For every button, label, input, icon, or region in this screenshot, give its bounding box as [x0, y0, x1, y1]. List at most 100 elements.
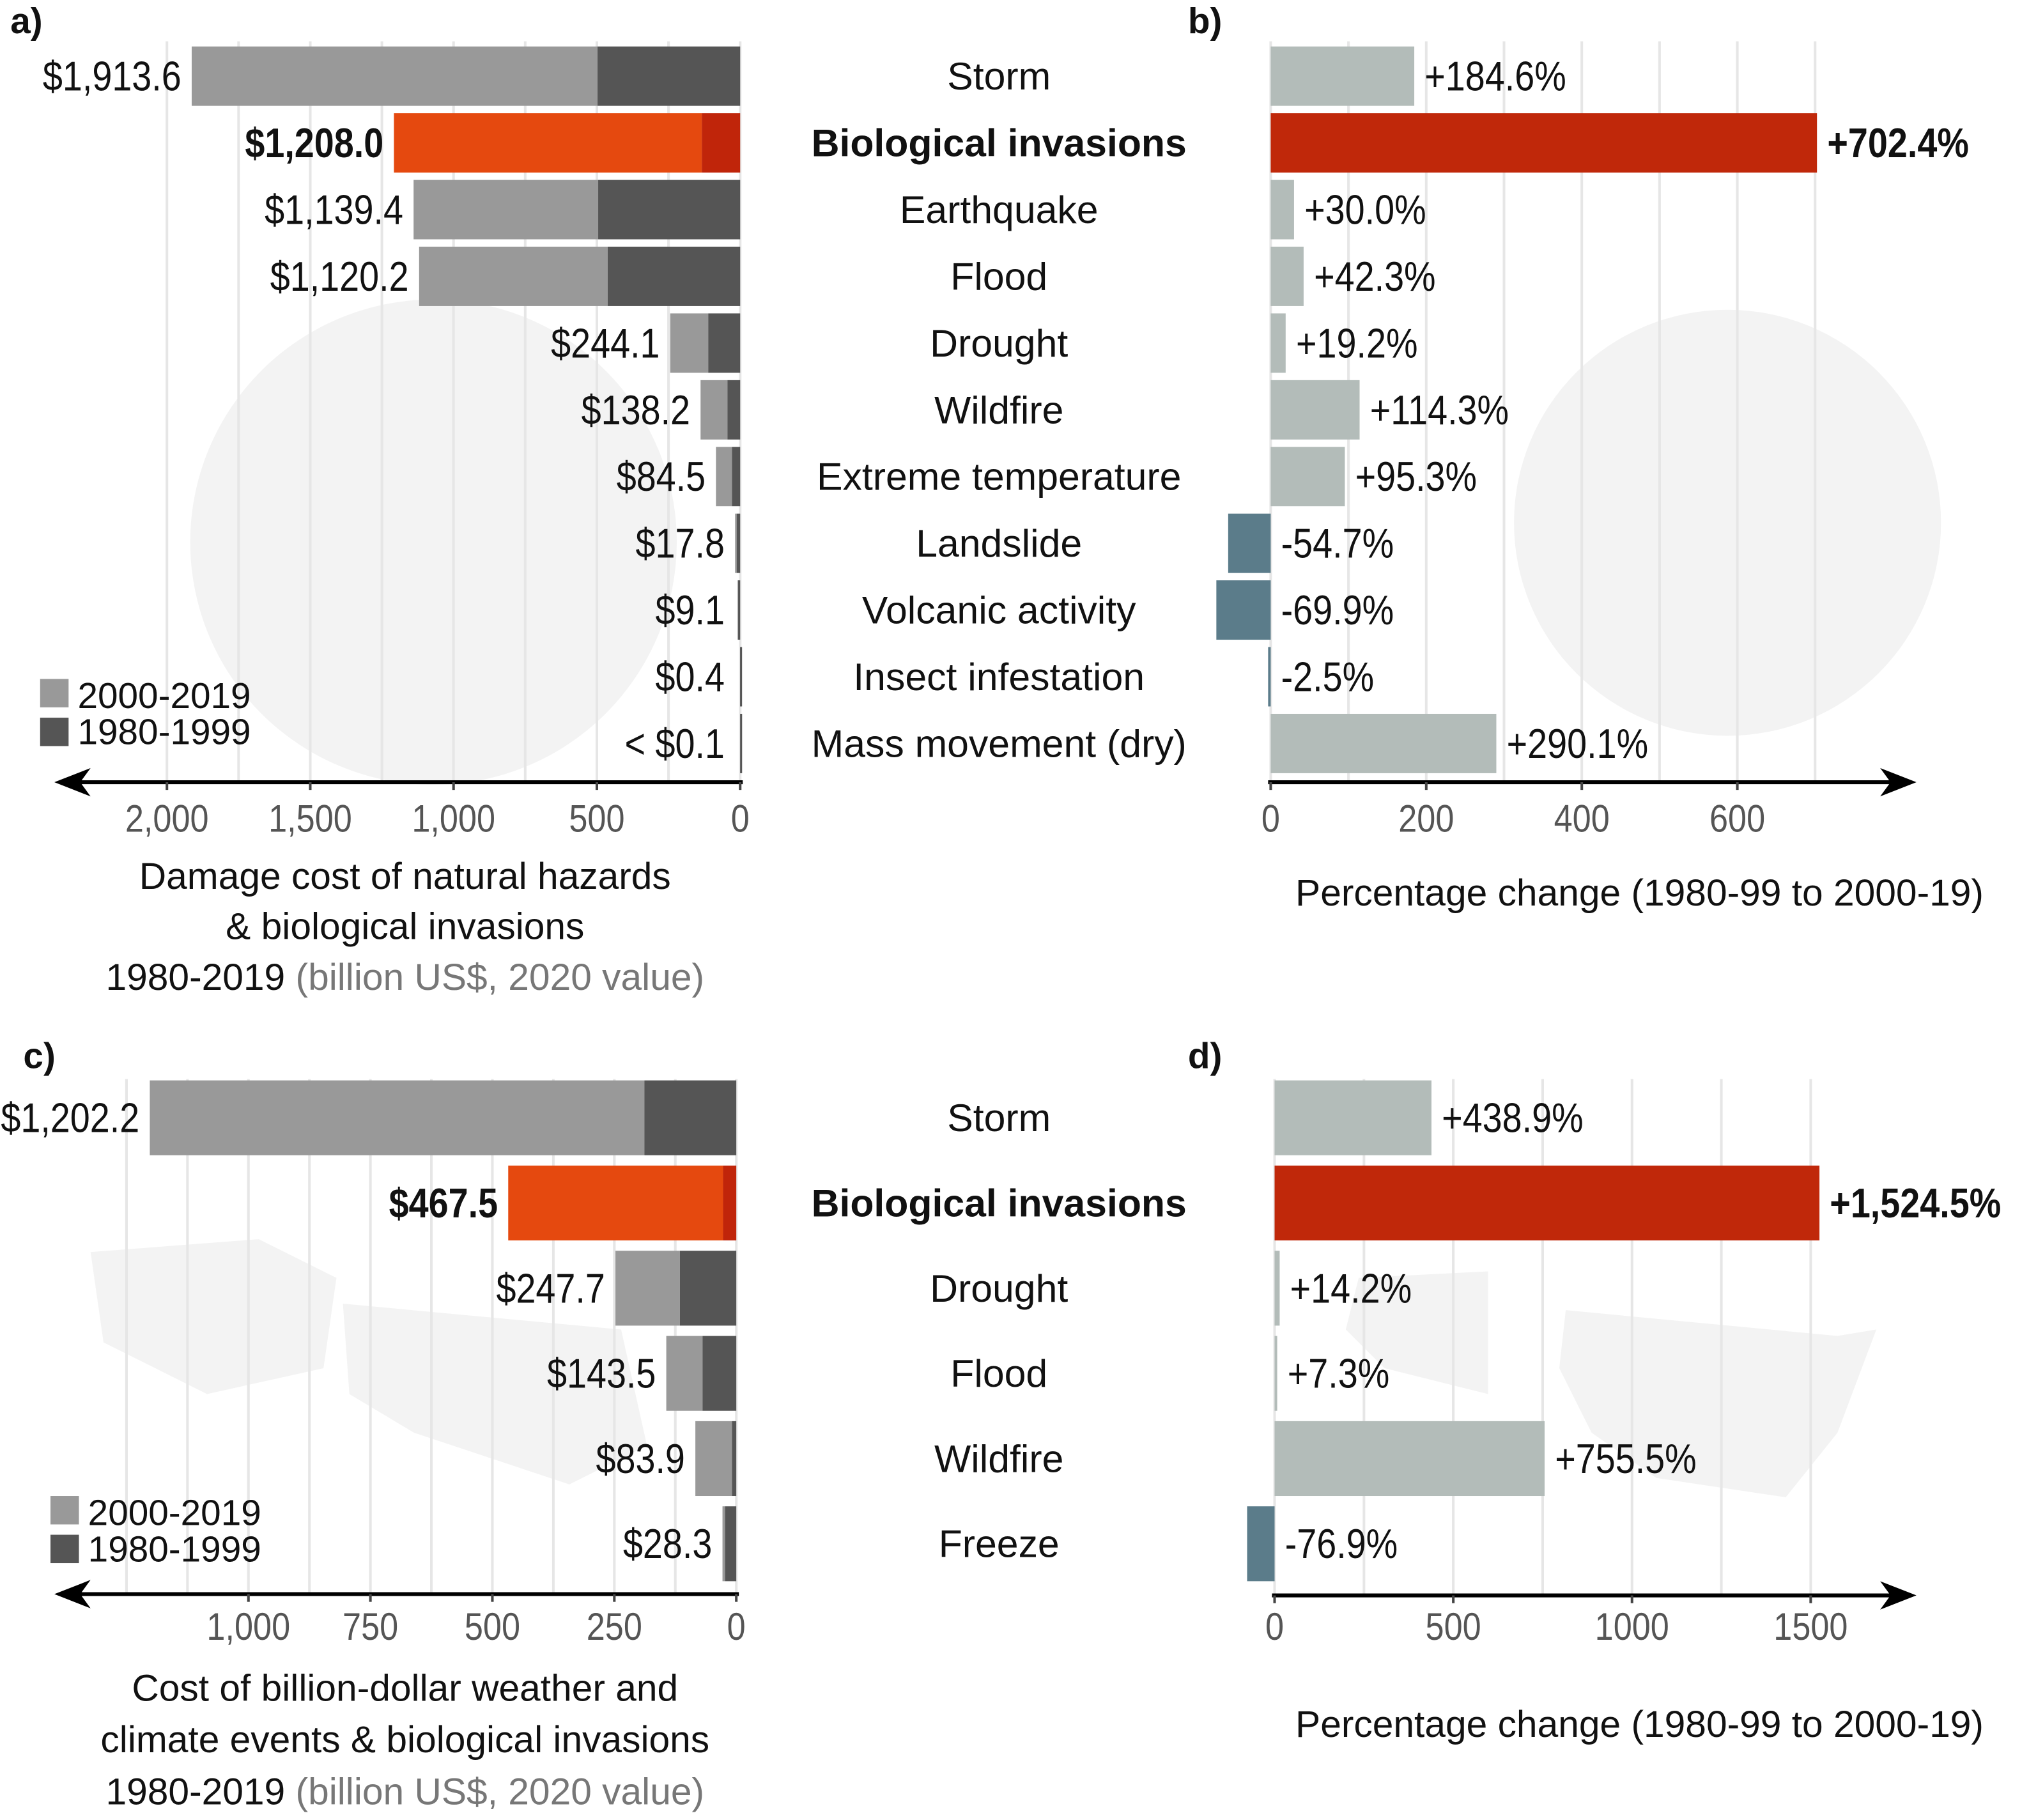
bar-percentage-change [1270, 447, 1345, 507]
x-tick-label: 500 [569, 797, 624, 840]
value-label: $467.5 [389, 1180, 498, 1226]
bar-1980-1999 [598, 180, 741, 240]
panel-label: a) [10, 1, 42, 41]
value-label: +114.3% [1370, 387, 1509, 433]
x-tick-label: 200 [1398, 797, 1454, 840]
legend-swatch-2000-2019 [40, 679, 69, 707]
x-axis-title: Damage cost of natural hazards [139, 856, 671, 897]
value-label: $84.5 [617, 453, 706, 500]
x-axis-title: 1980-2019 (billion US$, 2020 value) [106, 1771, 705, 1812]
bar-1980-1999 [740, 647, 743, 707]
value-label: -76.9% [1285, 1520, 1398, 1567]
value-label: +30.0% [1304, 187, 1426, 233]
value-label: +290.1% [1507, 720, 1648, 767]
axis-arrowhead-icon [1880, 767, 1917, 797]
value-label: $1,120.2 [270, 253, 409, 300]
bar-1980-1999 [740, 713, 743, 773]
us-map-watermark [90, 1239, 647, 1485]
us-map-watermark [1345, 1271, 1877, 1498]
value-label: $143.5 [547, 1350, 656, 1397]
axis-arrowhead-icon [1880, 1581, 1917, 1610]
category-label: Wildfire [934, 388, 1063, 431]
bar-percentage-change [1216, 580, 1271, 640]
value-label: $138.2 [582, 387, 690, 433]
bar-2000-2019 [615, 1251, 680, 1326]
watermarks [90, 299, 1941, 1498]
bar-percentage-change [1274, 1421, 1545, 1497]
legend-swatch-1980-1999 [40, 718, 69, 746]
bar-2000-2019 [508, 1165, 723, 1241]
category-label: Flood [950, 1352, 1047, 1395]
bar-1980-1999 [644, 1080, 737, 1155]
category-label: Insect infestation [853, 655, 1145, 698]
value-label: +19.2% [1296, 320, 1418, 366]
axis-arrowhead-icon [54, 767, 91, 797]
bar-percentage-change [1270, 180, 1294, 240]
bar-1980-1999 [727, 380, 741, 440]
x-tick-label: 2,000 [125, 797, 209, 840]
world-map-watermark [1514, 309, 1941, 736]
value-label: $1,913.6 [43, 53, 181, 100]
bar-2000-2019 [695, 1421, 732, 1497]
bar-percentage-change [1228, 513, 1271, 573]
category-label: Drought [930, 1267, 1068, 1310]
value-label: +184.6% [1424, 53, 1566, 100]
value-label: $9.1 [655, 587, 724, 633]
value-label: +7.3% [1288, 1350, 1390, 1397]
bar-2000-2019 [735, 513, 737, 573]
legend-label: 2000-2019 [77, 675, 251, 716]
x-axis-title-unit: (billion US$, 2020 value) [296, 1771, 705, 1812]
x-tick-label: 1,000 [206, 1605, 290, 1647]
x-tick-label: 1,500 [268, 797, 352, 840]
category-label: Storm [947, 54, 1051, 98]
value-label: -69.9% [1281, 587, 1394, 633]
bar-1980-1999 [732, 447, 741, 507]
x-tick-label: 250 [587, 1605, 642, 1647]
value-label: +95.3% [1355, 453, 1477, 500]
bar-1980-1999 [702, 113, 741, 173]
bar-1980-1999 [738, 580, 741, 640]
value-label: -2.5% [1281, 654, 1375, 700]
category-label: Mass movement (dry) [812, 721, 1187, 765]
bar-percentage-change [1270, 380, 1360, 440]
bar-percentage-change [1274, 1080, 1431, 1155]
category-label: Biological invasions [812, 121, 1187, 165]
bar-2000-2019 [700, 380, 728, 440]
category-label: Extreme temperature [817, 455, 1181, 498]
value-label: $83.9 [596, 1435, 684, 1482]
value-label: +755.5% [1555, 1435, 1696, 1482]
x-tick-label: 0 [1265, 1605, 1284, 1647]
bar-percentage-change [1270, 246, 1304, 306]
bar-percentage-change [1268, 647, 1271, 707]
x-tick-label: 0 [1261, 797, 1280, 840]
bar-1980-1999 [732, 1421, 737, 1497]
value-label: $1,202.2 [1, 1095, 139, 1141]
value-label: $1,208.0 [245, 120, 383, 166]
bar-percentage-change [1270, 713, 1497, 773]
axis-arrowhead-icon [54, 1580, 91, 1608]
x-axis-title-years: 1980-2019 [106, 1771, 296, 1812]
category-label: Volcanic activity [862, 589, 1136, 632]
bar-percentage-change [1274, 1336, 1277, 1411]
value-label: +14.2% [1290, 1265, 1412, 1311]
x-tick-label: 600 [1709, 797, 1765, 840]
bar-1980-1999 [723, 1165, 737, 1241]
x-tick-label: 0 [731, 797, 750, 840]
bar-percentage-change [1270, 46, 1415, 106]
bar-2000-2019 [666, 1336, 703, 1411]
value-label: +702.4% [1827, 120, 1968, 166]
bar-1980-1999 [598, 46, 741, 106]
bar-percentage-change [1270, 113, 1817, 173]
category-label: Freeze [939, 1522, 1060, 1566]
value-label: $0.4 [655, 654, 724, 700]
legend-swatch-1980-1999 [50, 1534, 79, 1564]
x-tick-label: 1000 [1595, 1605, 1669, 1647]
category-label: Storm [947, 1096, 1051, 1139]
legend-label: 2000-2019 [88, 1493, 261, 1533]
bar-2000-2019 [419, 246, 608, 306]
x-axis-title: Cost of billion-dollar weather and [132, 1668, 678, 1709]
bar-percentage-change [1274, 1165, 1820, 1241]
bar-2000-2019 [191, 46, 598, 106]
value-label: -54.7% [1281, 520, 1394, 567]
